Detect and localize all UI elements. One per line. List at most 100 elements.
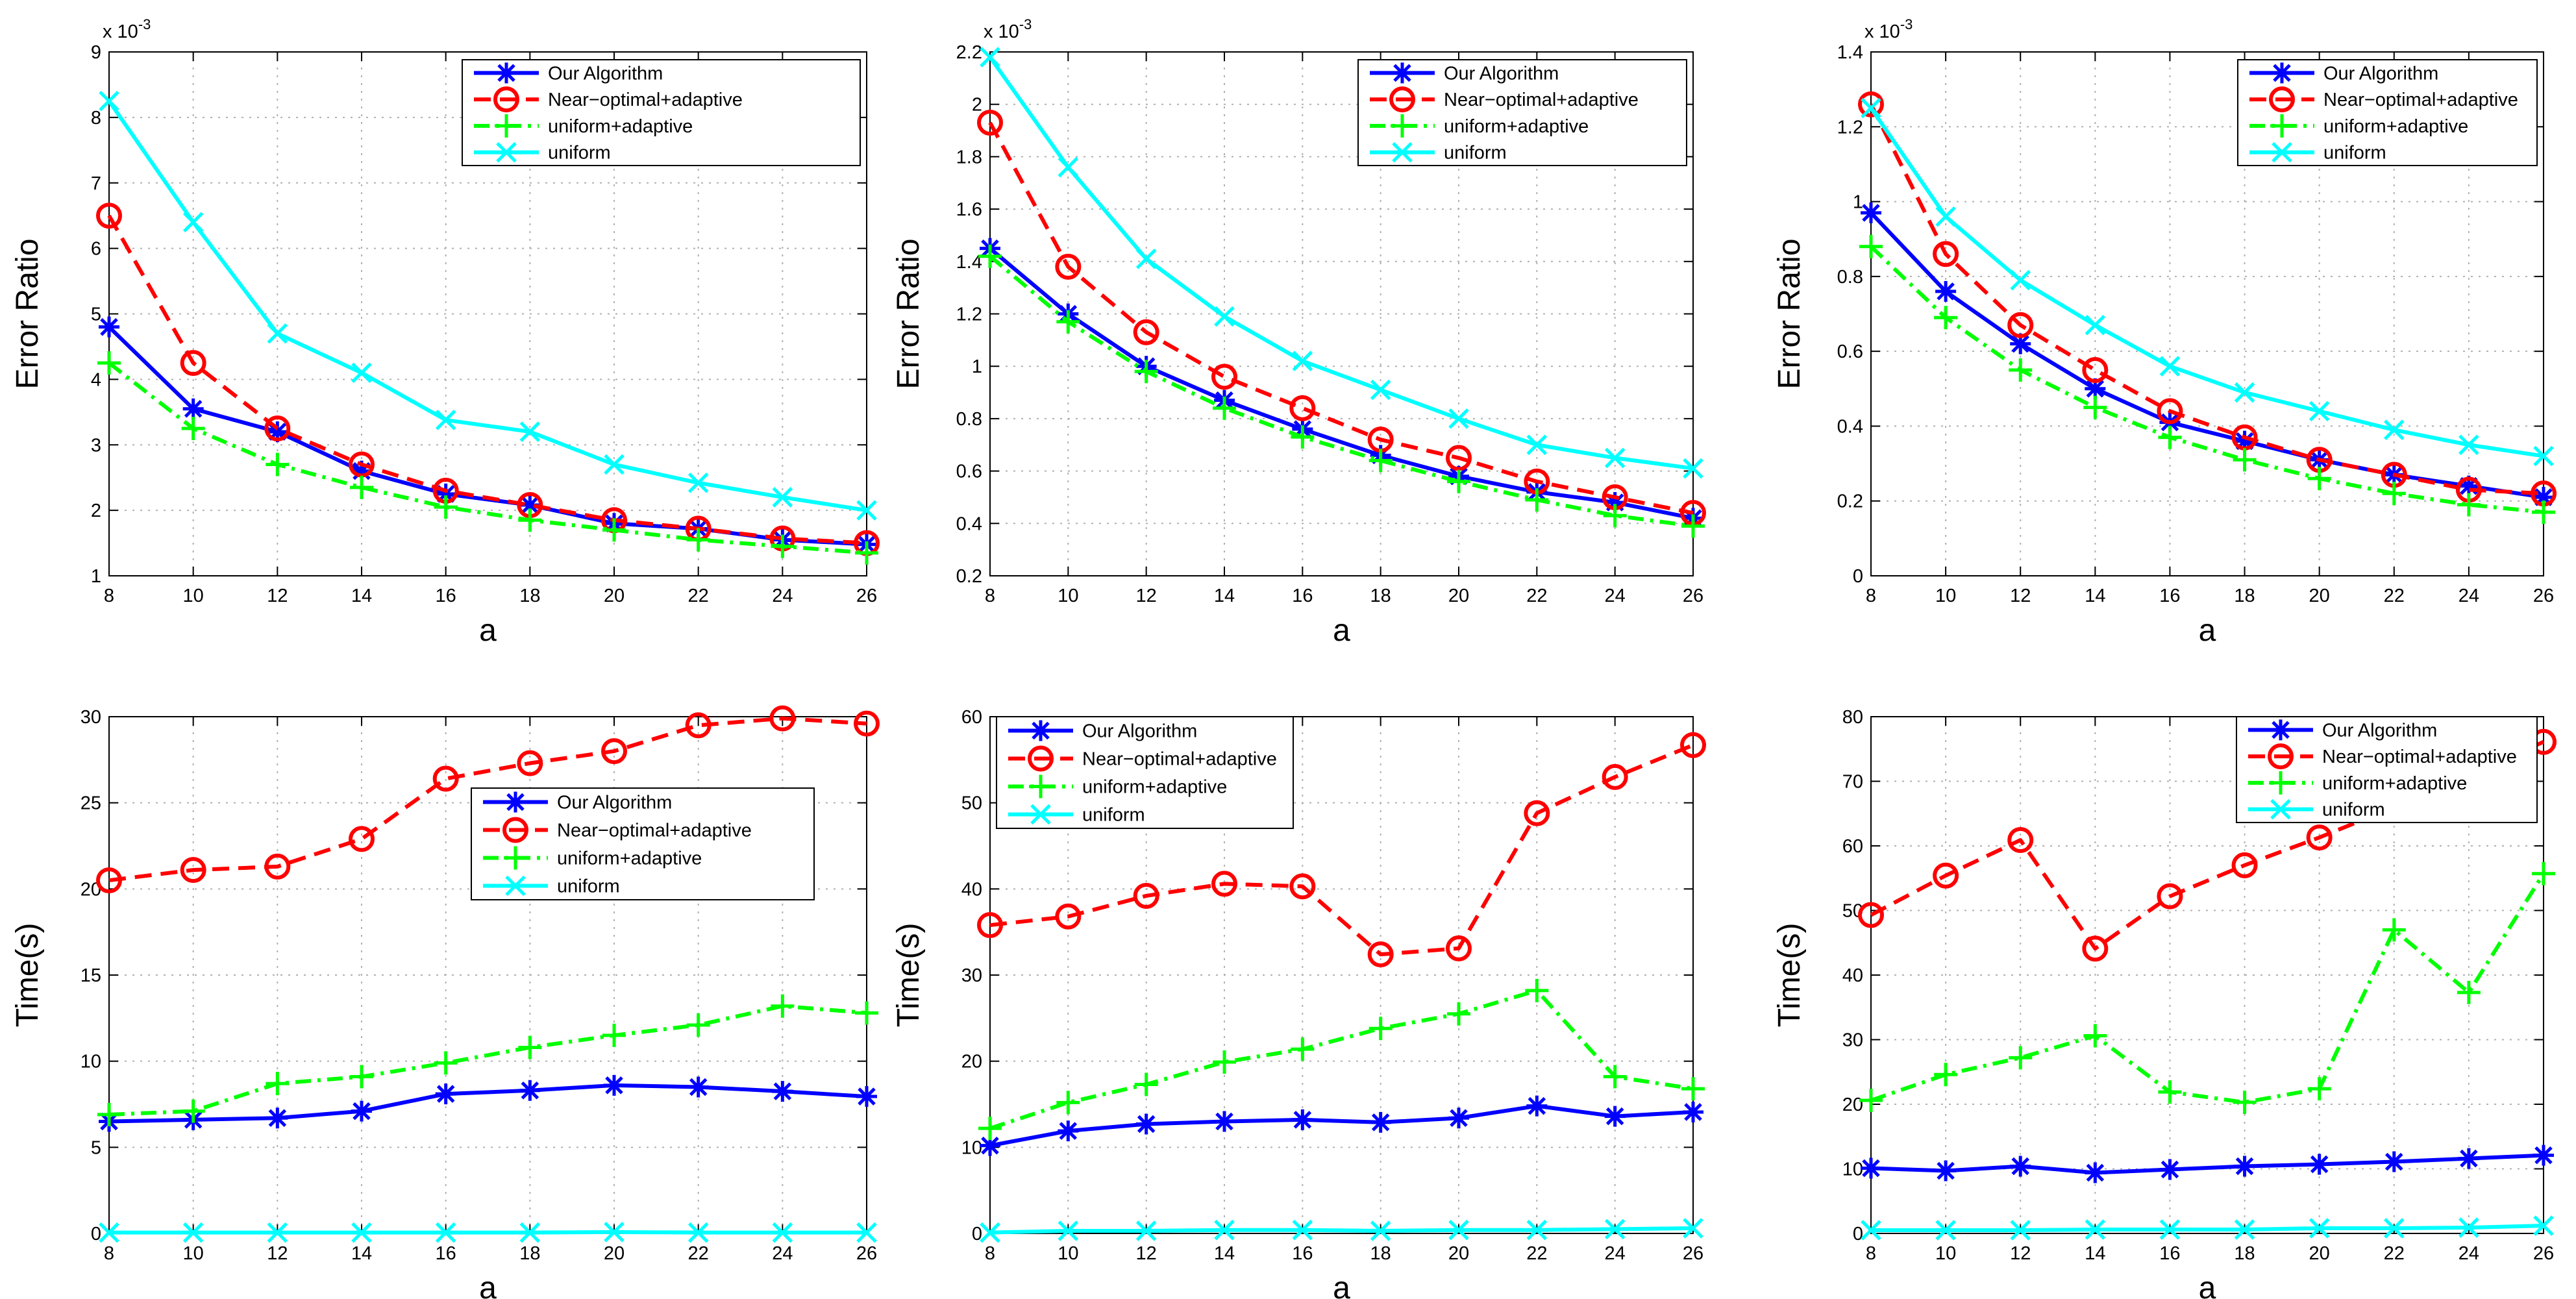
y-tick-label: 10: [1842, 1159, 1863, 1180]
legend: Our Algorithm Near−optimal+adaptive unifor…: [1357, 59, 1687, 166]
data-point-our: [1370, 1111, 1391, 1133]
data-point-uni_adapt: [350, 475, 373, 499]
data-point-our: [351, 460, 372, 482]
series-uniform: [99, 90, 877, 521]
x-tick-label: 14: [2085, 1243, 2105, 1264]
data-point-uniform: [856, 500, 877, 521]
data-point-near: [2007, 312, 2034, 338]
data-point-uniform: [267, 1222, 288, 1243]
data-point-uni_adapt: [1447, 1002, 1470, 1026]
y-axis-label: Time(s): [891, 923, 926, 1028]
data-point-uni_adapt: [686, 528, 710, 552]
series-line-near: [1870, 740, 2545, 951]
data-point-uni_adapt: [2158, 425, 2182, 449]
data-point-uniform: [856, 1222, 877, 1243]
x-tick-label: 12: [1136, 586, 1157, 606]
data-point-our: [687, 1076, 709, 1098]
data-point-uniform: [2234, 382, 2255, 403]
x-tick-label: 14: [351, 1243, 372, 1264]
data-point-uniform: [2533, 1215, 2554, 1236]
y-tick-label: 0: [1853, 1224, 1863, 1244]
legend-label-our: Our Algorithm: [2323, 63, 2438, 84]
data-point-uni_adapt: [855, 1001, 878, 1025]
x-tick-label: 12: [1136, 1243, 1157, 1264]
x-tick-label: 26: [856, 1243, 877, 1264]
y-tick-label: 20: [961, 1052, 982, 1072]
y-tick-label: 8: [91, 108, 101, 129]
y-tick-label: 0.4: [956, 513, 982, 534]
y-tick-label: 0.6: [1837, 341, 1863, 362]
data-point-uni_adapt: [2382, 918, 2406, 942]
data-point-our: [2010, 333, 2031, 354]
legend-label-uniform: uniform: [2322, 800, 2385, 821]
data-point-uni_adapt: [1859, 1089, 1883, 1113]
data-point-uni_adapt: [97, 1102, 121, 1126]
x-tick-label: 20: [604, 586, 625, 606]
series-uni_adapt: [978, 978, 1705, 1141]
data-point-uni_adapt: [266, 452, 290, 476]
data-point-uni_adapt: [1368, 449, 1393, 473]
legend-marker-uniform: [496, 142, 517, 163]
legend-label-uni_adapt: uniform+adaptive: [2323, 116, 2468, 137]
y-tick-label: 1: [91, 566, 101, 587]
data-point-uniform: [604, 1222, 625, 1243]
series-line-near: [989, 743, 1694, 957]
data-point-near: [432, 765, 459, 792]
series-line-uni_adapt: [1870, 872, 2545, 1105]
series-line-our: [989, 247, 1694, 521]
data-point-uni_adapt: [518, 508, 542, 532]
data-point-uniform: [1058, 1220, 1079, 1241]
legend-marker-near: [2268, 743, 2294, 770]
x-tick-label: 12: [267, 586, 288, 606]
data-point-near: [1933, 241, 1959, 267]
y-tick-label: 1.2: [1837, 117, 1863, 138]
x-tick-label: 18: [2234, 1243, 2255, 1264]
y-tick-label: 10: [80, 1052, 101, 1072]
x-tick-label: 22: [2384, 1243, 2405, 1264]
data-point-uniform: [687, 1222, 709, 1243]
y-tick-label: 30: [961, 965, 982, 986]
legend-marker-our: [1392, 62, 1413, 84]
y-tick-label: 30: [80, 707, 101, 728]
data-point-our: [2159, 1159, 2181, 1180]
data-point-uniform: [435, 1222, 456, 1243]
series-our: [1861, 1144, 2554, 1183]
series-line-uniform: [107, 99, 867, 513]
data-point-uni_adapt: [602, 518, 626, 542]
series-line-uniform: [109, 1230, 867, 1235]
data-point-our: [856, 1086, 877, 1107]
data-point-our: [1861, 1157, 1881, 1179]
data-point-uni_adapt: [1447, 469, 1470, 493]
y-tick-label: 5: [91, 304, 101, 325]
data-point-uniform: [2085, 1219, 2106, 1240]
data-point-uniform: [2309, 401, 2330, 422]
data-point-our: [1683, 1101, 1703, 1122]
data-point-near: [517, 750, 543, 776]
legend-label-our: Our Algorithm: [557, 793, 672, 813]
data-point-uniform: [182, 1222, 204, 1243]
data-point-uni_adapt: [1859, 234, 1883, 258]
x-tick-label: 14: [351, 586, 372, 606]
x-tick-label: 24: [2458, 586, 2479, 606]
legend-marker-near: [502, 817, 528, 843]
legend-label-uni_adapt: uniform+adaptive: [1082, 777, 1227, 798]
data-point-uniform: [1448, 408, 1469, 429]
data-point-our: [2383, 1151, 2405, 1172]
series-line-uni_adapt: [108, 361, 867, 555]
data-point-uni_adapt: [771, 994, 795, 1018]
data-point-uniform: [2085, 315, 2106, 336]
x-tick-label: 22: [1526, 586, 1547, 606]
data-point-uni_adapt: [1934, 1063, 1958, 1087]
data-point-near: [1680, 732, 1706, 758]
data-point-uni_adapt: [978, 244, 1002, 268]
x-tick-label: 18: [2234, 586, 2255, 606]
data-point-our: [1292, 1109, 1313, 1130]
data-point-our: [1526, 1095, 1548, 1117]
series-uni_adapt: [1859, 861, 2555, 1115]
legend-marker-uniform: [2270, 798, 2291, 820]
legend-marker-our: [2272, 62, 2292, 84]
data-point-uniform: [2384, 1218, 2405, 1239]
legend-label-near: Near−optimal+adaptive: [2323, 90, 2518, 110]
data-point-uni_adapt: [518, 1035, 542, 1059]
